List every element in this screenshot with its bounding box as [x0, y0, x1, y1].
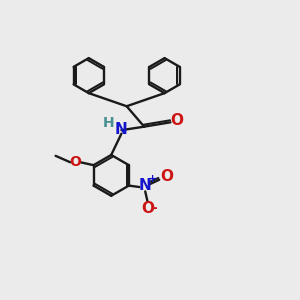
Text: +: +: [148, 174, 158, 184]
Text: O: O: [69, 155, 81, 169]
Text: O: O: [160, 169, 173, 184]
Text: -: -: [152, 201, 158, 215]
Text: O: O: [141, 201, 154, 216]
Text: N: N: [115, 122, 127, 137]
Text: N: N: [139, 178, 152, 194]
Text: H: H: [103, 116, 114, 130]
Text: O: O: [170, 113, 183, 128]
